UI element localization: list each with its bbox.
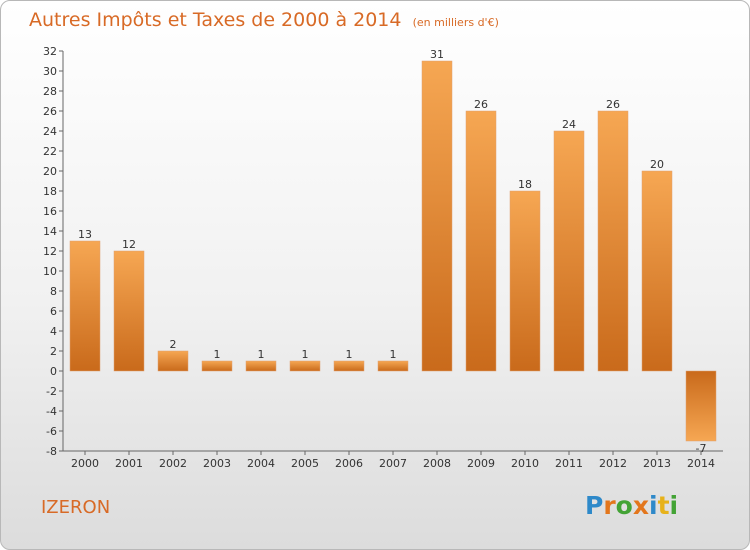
logo-letter: t [657, 491, 670, 520]
x-tick-label: 2006 [335, 457, 363, 470]
x-tick-label: 2008 [423, 457, 451, 470]
bar-2012 [597, 110, 629, 372]
bar-2014 [685, 370, 717, 442]
y-tick-label: 4 [50, 325, 57, 338]
chart-subtitle: (en milliers d'€) [412, 16, 499, 29]
logo-letter: i [669, 491, 679, 520]
y-tick-label: 22 [43, 145, 57, 158]
x-tick-label: 2005 [291, 457, 319, 470]
bar-2008 [421, 60, 453, 372]
y-tick-label: -2 [46, 385, 57, 398]
value-label: 2 [170, 338, 177, 351]
axes: -8-6-4-202468101214161820222426283032200… [43, 45, 723, 470]
y-tick-label: 16 [43, 205, 57, 218]
bar-2013 [641, 170, 673, 372]
chart-title: Autres Impôts et Taxes de 2000 à 2014 [29, 9, 402, 31]
value-labels: 13 12 2 1 1 1 1 1 31 26 18 24 26 20 -7 [78, 48, 706, 455]
logo-letter: P [585, 491, 604, 520]
y-tick-label: 0 [50, 365, 57, 378]
value-label: 1 [346, 348, 353, 361]
value-label: 31 [430, 48, 444, 61]
y-tick-label: 14 [43, 225, 57, 238]
y-tick-label: 2 [50, 345, 57, 358]
value-label: 26 [606, 98, 620, 111]
value-label: 24 [562, 118, 576, 131]
value-label: 26 [474, 98, 488, 111]
y-tick-label: 26 [43, 105, 57, 118]
bar-2009 [465, 110, 497, 372]
x-tick-label: 2014 [687, 457, 715, 470]
value-label: 1 [258, 348, 265, 361]
y-tick-label: 30 [43, 65, 57, 78]
bar-2000 [69, 240, 101, 372]
bar-2003 [201, 360, 233, 372]
y-tick-label: 20 [43, 165, 57, 178]
value-label: 1 [214, 348, 221, 361]
value-label: -7 [696, 442, 707, 455]
y-tick-label: 32 [43, 45, 57, 58]
bar-2002 [157, 350, 189, 372]
x-tick-label: 2002 [159, 457, 187, 470]
x-tick-label: 2011 [555, 457, 583, 470]
value-label: 1 [390, 348, 397, 361]
y-tick-label: -6 [46, 425, 57, 438]
x-tick-label: 2010 [511, 457, 539, 470]
x-tick-label: 2013 [643, 457, 671, 470]
title-row: Autres Impôts et Taxes de 2000 à 2014 (e… [29, 9, 499, 31]
y-tick-label: 8 [50, 285, 57, 298]
value-label: 20 [650, 158, 664, 171]
x-tick-label: 2012 [599, 457, 627, 470]
value-label: 12 [122, 238, 136, 251]
bar-2011 [553, 130, 585, 372]
y-tick-label: 6 [50, 305, 57, 318]
y-tick-label: 10 [43, 265, 57, 278]
bar-2004 [245, 360, 277, 372]
proxiti-logo: Proxiti [585, 491, 678, 520]
x-tick-label: 2004 [247, 457, 275, 470]
value-label: 18 [518, 178, 532, 191]
y-tick-label: -8 [46, 445, 57, 458]
y-tick-label: 28 [43, 85, 57, 98]
bar-2005 [289, 360, 321, 372]
logo-letter: r [603, 491, 616, 520]
x-tick-label: 2001 [115, 457, 143, 470]
logo-letter: i [649, 491, 658, 520]
y-tick-label: 24 [43, 125, 57, 138]
bar-2010 [509, 190, 541, 372]
y-tick-label: -4 [46, 405, 57, 418]
value-label: 1 [302, 348, 309, 361]
value-label: 13 [78, 228, 92, 241]
bars [69, 60, 717, 442]
bar-2001 [113, 250, 145, 372]
bar-2007 [377, 360, 409, 372]
logo-letter: o [615, 491, 633, 520]
x-tick-label: 2003 [203, 457, 231, 470]
x-tick-label: 2007 [379, 457, 407, 470]
bar-2006 [333, 360, 365, 372]
logo-letter: x [632, 491, 649, 520]
y-tick-label: 18 [43, 185, 57, 198]
y-tick-label: 12 [43, 245, 57, 258]
x-tick-label: 2000 [71, 457, 99, 470]
commune-name: IZERON [41, 497, 111, 518]
x-tick-label: 2009 [467, 457, 495, 470]
